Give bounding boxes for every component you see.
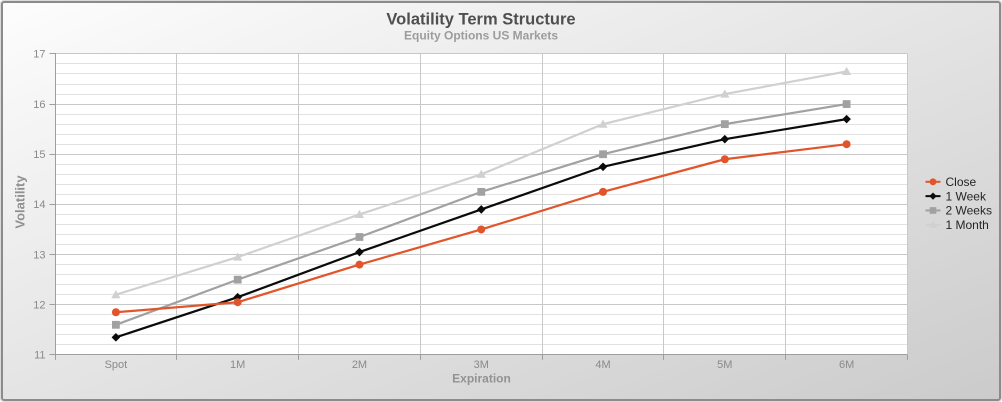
svg-text:12: 12 <box>33 300 45 312</box>
svg-text:1M: 1M <box>230 359 245 371</box>
svg-text:5M: 5M <box>717 359 732 371</box>
svg-text:13: 13 <box>33 249 45 261</box>
svg-text:4M: 4M <box>595 359 610 371</box>
svg-text:Spot: Spot <box>105 359 128 371</box>
svg-text:2M: 2M <box>352 359 367 371</box>
svg-text:11: 11 <box>34 350 45 362</box>
svg-text:Volatility Term Structure: Volatility Term Structure <box>386 11 575 29</box>
svg-text:Volatility: Volatility <box>13 175 28 229</box>
svg-text:3M: 3M <box>474 359 489 371</box>
svg-text:6M: 6M <box>839 359 854 371</box>
svg-text:2 Weeks: 2 Weeks <box>946 204 992 218</box>
svg-text:14: 14 <box>33 199 45 211</box>
svg-text:1 Week: 1 Week <box>946 189 987 203</box>
svg-text:Close: Close <box>946 175 977 189</box>
svg-text:16: 16 <box>33 99 45 111</box>
svg-text:17: 17 <box>33 49 45 61</box>
svg-text:Expiration: Expiration <box>452 372 511 386</box>
svg-text:Equity Options US Markets: Equity Options US Markets <box>404 29 558 43</box>
svg-text:1 Month: 1 Month <box>946 218 989 232</box>
svg-text:15: 15 <box>33 149 45 161</box>
